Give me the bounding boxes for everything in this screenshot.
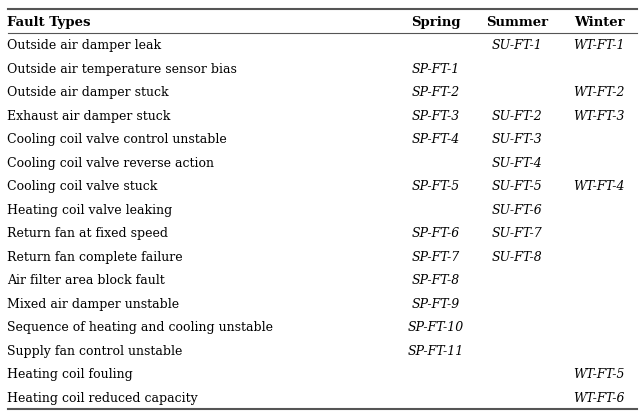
Text: SP-FT-1: SP-FT-1 (412, 62, 460, 76)
Text: SP-FT-3: SP-FT-3 (412, 109, 460, 122)
Text: SU-FT-2: SU-FT-2 (492, 109, 543, 122)
Text: WT-FT-6: WT-FT-6 (573, 391, 625, 404)
Text: SU-FT-7: SU-FT-7 (492, 227, 543, 240)
Text: SP-FT-6: SP-FT-6 (412, 227, 460, 240)
Text: Winter: Winter (573, 16, 625, 28)
Text: SP-FT-5: SP-FT-5 (412, 180, 460, 192)
Text: SP-FT-4: SP-FT-4 (412, 133, 460, 146)
Text: Mixed air damper unstable: Mixed air damper unstable (7, 297, 179, 310)
Text: SU-FT-4: SU-FT-4 (492, 156, 543, 169)
Text: WT-FT-2: WT-FT-2 (573, 86, 625, 99)
Text: Return fan at fixed speed: Return fan at fixed speed (7, 227, 168, 240)
Text: Sequence of heating and cooling unstable: Sequence of heating and cooling unstable (7, 320, 273, 333)
Text: Summer: Summer (486, 16, 548, 28)
Text: Heating coil valve leaking: Heating coil valve leaking (7, 203, 172, 216)
Text: Air filter area block fault: Air filter area block fault (7, 273, 164, 286)
Text: SP-FT-7: SP-FT-7 (412, 250, 460, 263)
Text: SP-FT-9: SP-FT-9 (412, 297, 460, 310)
Text: SP-FT-2: SP-FT-2 (412, 86, 460, 99)
Text: SP-FT-10: SP-FT-10 (408, 320, 464, 333)
Text: Exhaust air damper stuck: Exhaust air damper stuck (7, 109, 170, 122)
Text: Cooling coil valve control unstable: Cooling coil valve control unstable (7, 133, 227, 146)
Text: SU-FT-1: SU-FT-1 (492, 39, 543, 52)
Text: Return fan complete failure: Return fan complete failure (7, 250, 182, 263)
Text: SU-FT-6: SU-FT-6 (492, 203, 543, 216)
Text: Outside air temperature sensor bias: Outside air temperature sensor bias (7, 62, 237, 76)
Text: Outside air damper leak: Outside air damper leak (7, 39, 161, 52)
Text: SU-FT-8: SU-FT-8 (492, 250, 543, 263)
Text: Heating coil reduced capacity: Heating coil reduced capacity (7, 391, 198, 404)
Text: Outside air damper stuck: Outside air damper stuck (7, 86, 169, 99)
Text: SU-FT-5: SU-FT-5 (492, 180, 543, 192)
Text: SP-FT-11: SP-FT-11 (408, 344, 464, 357)
Text: Heating coil fouling: Heating coil fouling (7, 367, 132, 380)
Text: Spring: Spring (412, 16, 461, 28)
Text: Supply fan control unstable: Supply fan control unstable (7, 344, 182, 357)
Text: SP-FT-8: SP-FT-8 (412, 273, 460, 286)
Text: WT-FT-4: WT-FT-4 (573, 180, 625, 192)
Text: WT-FT-3: WT-FT-3 (573, 109, 625, 122)
Text: Cooling coil valve reverse action: Cooling coil valve reverse action (7, 156, 214, 169)
Text: SU-FT-3: SU-FT-3 (492, 133, 543, 146)
Text: WT-FT-1: WT-FT-1 (573, 39, 625, 52)
Text: Fault Types: Fault Types (7, 16, 90, 28)
Text: Cooling coil valve stuck: Cooling coil valve stuck (7, 180, 157, 192)
Text: WT-FT-5: WT-FT-5 (573, 367, 625, 380)
